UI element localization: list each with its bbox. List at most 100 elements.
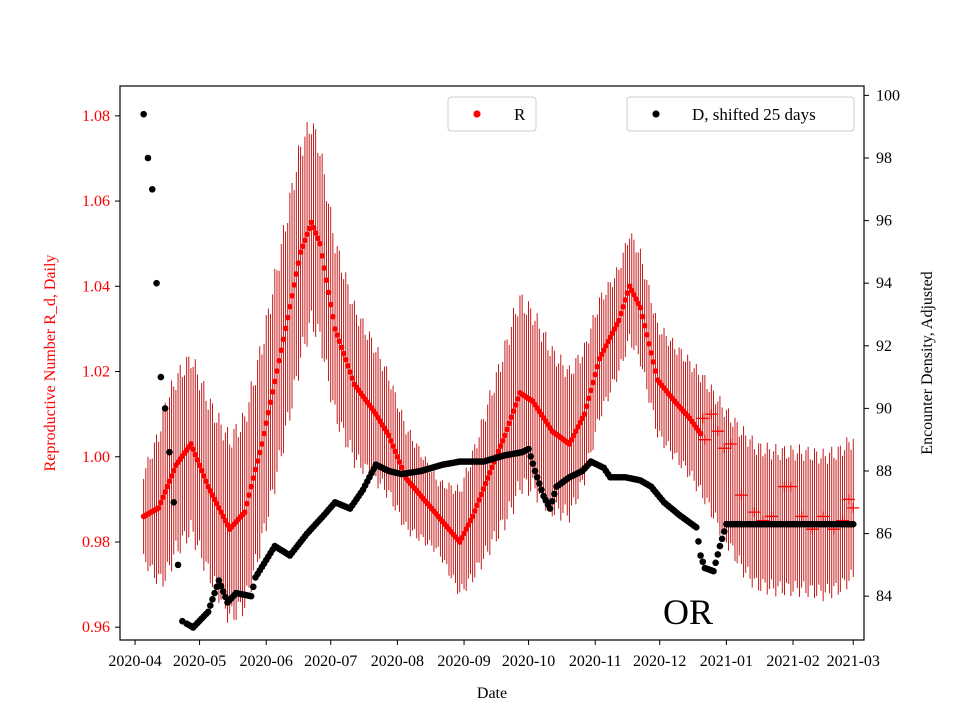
legend-d: D, shifted 25 days bbox=[626, 96, 855, 132]
r-point bbox=[495, 448, 502, 455]
r-point bbox=[170, 467, 177, 474]
r-point bbox=[317, 240, 323, 247]
r-point bbox=[192, 451, 199, 458]
r-point bbox=[224, 522, 231, 528]
r-point bbox=[263, 420, 270, 426]
r-point bbox=[474, 502, 480, 509]
r-point bbox=[155, 505, 162, 511]
r-point bbox=[476, 497, 482, 503]
d-point bbox=[712, 559, 719, 567]
y-axis-right-title: Encounter Density, Adjusted bbox=[919, 271, 936, 454]
r-point bbox=[272, 378, 278, 385]
r-point bbox=[327, 301, 334, 308]
r-point bbox=[312, 230, 319, 236]
d-point bbox=[546, 505, 554, 512]
legend-r: R bbox=[447, 96, 537, 132]
r-point bbox=[596, 355, 603, 362]
y-left-tick-label: 1.04 bbox=[82, 278, 110, 295]
r-point bbox=[201, 473, 207, 479]
r-point bbox=[241, 509, 248, 515]
y-axis-left-title: Reproductive Number R_d, Daily bbox=[42, 255, 59, 472]
r-point bbox=[467, 517, 474, 524]
plot-frame bbox=[119, 85, 865, 641]
r-point bbox=[484, 475, 491, 481]
y-right-tick-label: 92 bbox=[876, 338, 892, 355]
r-point bbox=[613, 321, 620, 328]
r-point bbox=[190, 446, 196, 453]
r-point bbox=[334, 332, 340, 338]
r-sparse-markers bbox=[696, 409, 860, 535]
r-point bbox=[504, 426, 510, 433]
r-point bbox=[265, 409, 272, 416]
d-point bbox=[697, 552, 704, 559]
r-point bbox=[502, 432, 508, 439]
r-point bbox=[166, 478, 173, 485]
r-point bbox=[158, 499, 164, 506]
d-point bbox=[204, 608, 212, 616]
r-point bbox=[297, 249, 304, 255]
r-point bbox=[566, 441, 573, 447]
r-point bbox=[222, 517, 229, 524]
d-series bbox=[140, 110, 857, 631]
r-point bbox=[603, 343, 609, 349]
y-left-tick-label: 1.02 bbox=[82, 364, 110, 381]
r-point bbox=[284, 314, 291, 321]
r-point bbox=[299, 243, 306, 250]
r-point bbox=[497, 443, 504, 449]
r-point bbox=[269, 389, 276, 395]
r-point bbox=[398, 464, 405, 471]
r-point bbox=[244, 500, 250, 507]
r-sparse-marker bbox=[718, 443, 731, 454]
r-point bbox=[278, 347, 285, 354]
r-point bbox=[506, 420, 513, 427]
r-sparse-marker bbox=[724, 438, 737, 449]
d-point bbox=[148, 185, 156, 193]
r-point bbox=[626, 283, 633, 290]
legend-d-label: D, shifted 25 days bbox=[692, 105, 816, 124]
x-tick-label: 2020-12 bbox=[633, 653, 686, 670]
x-axis-title: Date bbox=[477, 685, 507, 702]
y-right-tick-label: 100 bbox=[876, 87, 900, 104]
r-sparse-marker bbox=[711, 426, 724, 437]
y-right-tick-label: 96 bbox=[876, 213, 892, 230]
r-point bbox=[338, 344, 345, 351]
r-point bbox=[261, 430, 267, 437]
legend-d-marker bbox=[652, 110, 660, 118]
d-point bbox=[250, 583, 257, 591]
r-point bbox=[282, 325, 289, 332]
legend-d-box bbox=[626, 96, 855, 132]
r-point bbox=[618, 310, 624, 317]
legend-r-box bbox=[447, 96, 537, 132]
d-point bbox=[174, 561, 182, 569]
r-point bbox=[274, 368, 280, 374]
r-point bbox=[198, 467, 205, 474]
d-point bbox=[699, 558, 707, 566]
r-sparse-marker bbox=[784, 481, 797, 492]
r-point bbox=[646, 341, 652, 347]
r-point bbox=[295, 260, 302, 266]
r-point bbox=[469, 513, 476, 520]
r-point bbox=[644, 331, 650, 338]
r-point bbox=[478, 491, 485, 498]
y-left-tick-label: 1.00 bbox=[82, 449, 110, 466]
r-point bbox=[246, 492, 252, 498]
d-point bbox=[531, 467, 539, 475]
d-point bbox=[161, 405, 169, 412]
r-point bbox=[302, 237, 308, 244]
r-point bbox=[220, 513, 227, 520]
r-sparse-marker bbox=[696, 413, 709, 424]
r-point bbox=[267, 399, 274, 406]
x-tick-label: 2020-05 bbox=[173, 653, 226, 670]
r-point bbox=[325, 289, 332, 296]
r-point bbox=[465, 522, 472, 528]
d-point bbox=[695, 538, 702, 545]
r-point bbox=[515, 396, 521, 402]
r-point bbox=[463, 526, 469, 532]
r-point bbox=[205, 483, 211, 490]
r-point bbox=[650, 359, 657, 365]
r-point bbox=[323, 277, 330, 284]
r-point bbox=[330, 313, 336, 320]
x-tick-label: 2020-10 bbox=[502, 653, 555, 670]
d-point bbox=[525, 445, 532, 453]
d-point bbox=[166, 448, 173, 456]
